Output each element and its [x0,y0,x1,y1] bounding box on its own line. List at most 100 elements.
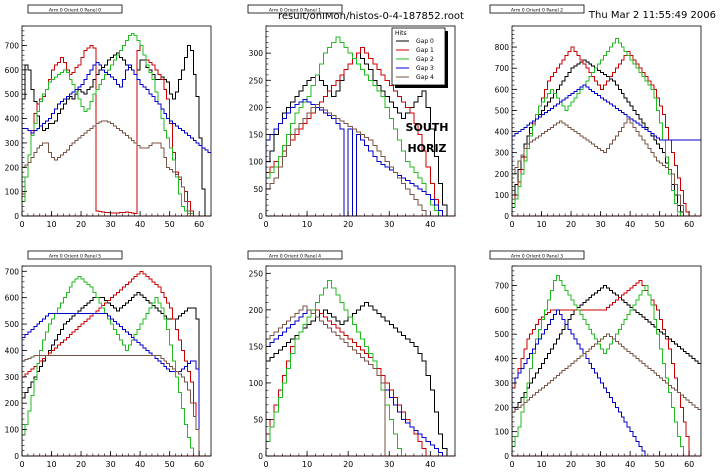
datetime-label: Thu Mar 2 11:55:49 2006 [588,10,716,21]
y-tick-label: 0 [504,452,509,461]
y-tick-label: 100 [495,428,510,437]
y-tick-label: 0 [14,452,19,461]
legend-entry: Gap 4 [416,74,434,81]
series-group [266,280,455,456]
series-gap-4 [22,120,211,216]
x-tick-label: 30 [596,460,606,469]
series-group [22,270,211,456]
legend-entry: Gap 3 [416,65,434,72]
x-tick-label: 40 [625,460,635,469]
panel-title: Arm 0 Orient 0 Panel 5 [49,253,101,259]
y-tick-label: 200 [5,163,20,172]
y-tick-label: 600 [495,306,510,315]
legend-box [391,27,446,86]
x-tick-label: 20 [566,220,576,229]
y-tick-label: 200 [249,306,264,315]
panel-title-box [247,250,343,260]
x-tick-label: 30 [384,460,394,469]
panel-title-box [27,250,123,260]
annotation-line2: HORIZ [407,142,446,155]
y-tick-label: 600 [5,66,20,75]
y-tick-label: 300 [249,49,264,58]
y-tick-label: 100 [5,188,20,197]
y-tick-label: 600 [5,294,20,303]
panel-2: Arm 0 Orient 0 Panel 20 10 20 30 40 50 6001002… [489,4,702,229]
x-tick-label: 10 [46,220,56,229]
x-tick-label: 10 [302,220,312,229]
y-tick-label: 300 [5,373,20,382]
series-gap-2 [512,38,701,216]
y-tick-label: 0 [258,452,263,461]
panel-5: Arm 0 Orient 0 Panel 30 10 20 30 40 50 6001002… [489,250,702,469]
y-tick-label: 700 [5,267,20,276]
y-tick-label: 500 [5,320,20,329]
x-tick-label: 0 [509,220,514,229]
x-tick-label: 30 [106,220,116,229]
y-tick-label: 600 [495,85,510,94]
panel-title-box [489,4,585,14]
series-group [266,36,455,216]
panel-title-box [489,250,585,260]
y-tick-label: 150 [249,131,264,140]
y-tick-label: 500 [5,90,20,99]
y-tick-label: 200 [5,399,20,408]
series-gap-3 [266,98,455,216]
series-gap-2 [22,276,211,456]
series-group [512,38,701,216]
x-tick-label: 50 [655,460,665,469]
series-gap-1 [22,270,211,456]
legend-entry: Gap 2 [416,56,434,63]
panels-group: Arm 0 Orient 0 Panel 00 10 20 30 40 50 6001002… [5,4,702,469]
series-gap-2 [512,275,701,456]
panel-title-box [27,4,123,14]
panel-1: Arm 0 Orient 0 Panel 1 0 10 20 30 40 0 50 100 150… [247,4,456,229]
y-tick-label: 200 [249,103,264,112]
y-tick-label: 400 [5,115,20,124]
y-tick-label: 700 [5,41,20,50]
x-tick-label: 10 [536,220,546,229]
series-gap-2 [266,280,455,456]
y-tick-label: 800 [495,43,510,52]
series-gap-0 [512,59,701,216]
x-tick-label: 0 [263,220,268,229]
x-tick-label: 40 [425,220,435,229]
series-gap-0 [266,302,455,456]
x-tick-label: 10 [536,460,546,469]
x-tick-label: 20 [566,460,576,469]
x-tick-label: 10 [302,460,312,469]
x-tick-label: 40 [135,460,145,469]
x-tick-label: 40 [625,220,635,229]
x-tick-label: 50 [165,460,175,469]
legend-entry: Gap 0 [416,38,434,45]
legend-entry: Gap 1 [416,47,434,54]
x-tick-label: 20 [343,220,353,229]
annotation-line1: SOUTH [406,121,449,134]
series-gap-2 [266,36,455,216]
y-tick-label: 100 [249,379,264,388]
x-tick-label: 50 [655,220,665,229]
series-gap-1 [512,46,701,216]
x-tick-label: 30 [384,220,394,229]
series-gap-4 [266,305,455,456]
x-tick-label: 0 [19,460,24,469]
series-gap-4 [512,118,701,216]
panel-title: Arm 0 Orient 0 Panel 0 [49,7,101,13]
series-gap-2 [22,32,211,216]
x-tick-label: 50 [165,220,175,229]
panel-title-box [247,4,343,14]
panel-4: Arm 0 Orient 0 Panel 4 0 10 20 30 40 0 50 100 150… [247,250,456,469]
series-gap-4 [512,333,701,456]
panel-title: Arm 0 Orient 0 Panel 1 [269,7,321,13]
legend-title: Hits [395,30,407,37]
y-tick-label: 700 [495,64,510,73]
y-tick-label: 100 [249,158,264,167]
y-tick-label: 0 [14,212,19,221]
x-tick-label: 40 [135,220,145,229]
x-tick-label: 30 [596,220,606,229]
panel-title: Arm 0 Orient 0 Panel 4 [269,253,321,259]
panel-0: Arm 0 Orient 0 Panel 00 10 20 30 40 50 6001002… [5,4,212,229]
x-tick-label: 0 [19,220,24,229]
series-gap-0 [22,44,211,216]
series-gap-3 [512,84,701,216]
